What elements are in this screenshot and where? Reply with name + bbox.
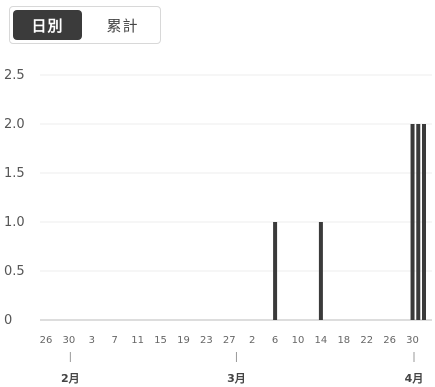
x-tick-label: 18 <box>337 335 350 346</box>
y-tick-label: 1.5 <box>4 166 25 181</box>
month-label: 2月 <box>61 372 80 385</box>
bar <box>318 222 323 320</box>
x-tick-label: 14 <box>315 335 328 346</box>
tab-daily[interactable]: 日別 <box>13 10 82 40</box>
bar <box>416 124 421 320</box>
bar <box>273 222 278 320</box>
x-tick-label: 19 <box>177 335 190 346</box>
y-tick-label: 2.5 <box>4 68 25 83</box>
x-tick-label: 11 <box>131 335 144 346</box>
x-tick-label: 3 <box>89 335 95 346</box>
y-tick-label: 2.0 <box>4 117 25 132</box>
month-label: 4月 <box>405 372 424 385</box>
x-tick-label: 22 <box>360 335 373 346</box>
y-tick-label: 1.0 <box>4 215 25 230</box>
month-label: 3月 <box>227 372 246 385</box>
x-tick-label: 2 <box>249 335 255 346</box>
x-tick-label: 30 <box>406 335 419 346</box>
x-tick-label: 10 <box>292 335 305 346</box>
bar <box>422 124 426 320</box>
x-tick-label: 27 <box>223 335 236 346</box>
x-tick-label: 30 <box>63 335 76 346</box>
bar <box>410 124 415 320</box>
x-tick-label: 26 <box>40 335 53 346</box>
x-tick-label: 26 <box>383 335 396 346</box>
x-tick-label: 7 <box>112 335 118 346</box>
y-tick-label: 0.5 <box>4 264 25 279</box>
tab-cumulative[interactable]: 累計 <box>106 16 139 35</box>
y-tick-label: 0 <box>4 313 12 328</box>
view-toggle: 日別 累計 <box>9 6 161 44</box>
x-tick-label: 15 <box>154 335 167 346</box>
x-tick-label: 6 <box>272 335 278 346</box>
x-tick-label: 23 <box>200 335 213 346</box>
